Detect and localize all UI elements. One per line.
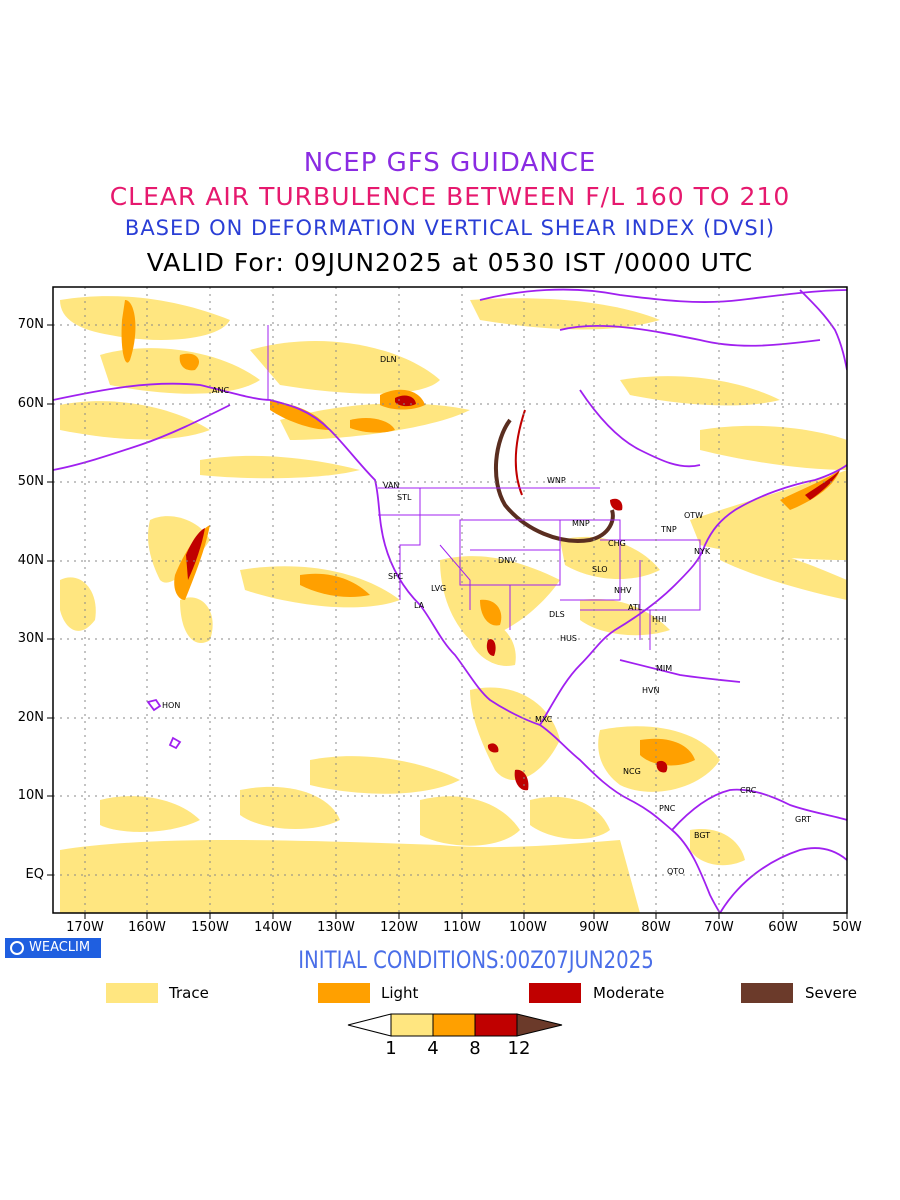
severe-turbulence-band bbox=[493, 418, 615, 543]
station-label-bgt: BGT bbox=[694, 831, 710, 840]
station-label-grt: GRT bbox=[795, 815, 811, 824]
station-label-pnc: PNC bbox=[659, 804, 676, 813]
station-label-hvn: HVN bbox=[642, 686, 659, 695]
legend-swatch-severe bbox=[741, 983, 793, 1003]
colorbar-upper-arrow bbox=[516, 1013, 563, 1037]
lat-label-70n: 70N bbox=[17, 317, 44, 332]
moderate-turbulence-arc bbox=[514, 409, 526, 496]
title-method: BASED ON DEFORMATION VERTICAL SHEAR INDE… bbox=[124, 216, 776, 240]
lon-label-160w: 160W bbox=[128, 920, 166, 935]
lon-label-140w: 140W bbox=[254, 920, 292, 935]
legend-label-moderate: Moderate bbox=[593, 984, 665, 1002]
station-label-mnp: MNP bbox=[572, 519, 590, 528]
lon-label-80w: 80W bbox=[641, 920, 671, 935]
station-label-otw: OTW bbox=[684, 511, 703, 520]
station-label-lvg: LVG bbox=[431, 584, 446, 593]
lat-label-50n: 50N bbox=[17, 474, 44, 489]
lon-label-110w: 110W bbox=[443, 920, 481, 935]
lon-label-90w: 90W bbox=[579, 920, 609, 935]
lat-label-40n: 40N bbox=[17, 553, 44, 568]
station-label-hon: HON bbox=[162, 701, 180, 710]
colorbar bbox=[347, 1013, 563, 1037]
station-label-stl: STL bbox=[397, 493, 412, 502]
initial-conditions: INITIAL CONDITIONS:00Z07JUN2025 bbox=[298, 946, 654, 974]
station-label-atl: ATL bbox=[628, 603, 643, 612]
map-frame bbox=[52, 286, 848, 914]
station-label-mxc: MXC bbox=[535, 715, 553, 724]
axis-ticks bbox=[47, 324, 848, 919]
station-label-dnv: DNV bbox=[498, 556, 516, 565]
legend-label-light: Light bbox=[381, 984, 419, 1002]
lon-label-130w: 130W bbox=[317, 920, 355, 935]
legend-label-trace: Trace bbox=[169, 984, 209, 1002]
colorbar-tick-12: 12 bbox=[507, 1038, 531, 1059]
station-label-crc: CRC bbox=[740, 786, 757, 795]
station-label-la: LA bbox=[414, 601, 425, 610]
station-label-nhv: NHV bbox=[614, 586, 632, 595]
turbulence-trace-areas bbox=[60, 296, 847, 913]
lon-label-50w: 50W bbox=[832, 920, 862, 935]
weaclim-badge: WEACLIM bbox=[5, 938, 101, 958]
colorbar-tick-8: 8 bbox=[469, 1038, 481, 1059]
station-label-dls: DLS bbox=[549, 610, 565, 619]
weaclim-logo-icon bbox=[10, 941, 24, 955]
legend-swatch-moderate bbox=[529, 983, 581, 1003]
lat-label-10n: 10N bbox=[17, 788, 44, 803]
station-label-chg: CHG bbox=[608, 539, 626, 548]
colorbar-lower-arrow bbox=[347, 1013, 392, 1037]
lon-label-170w: 170W bbox=[66, 920, 104, 935]
lat-label-60n: 60N bbox=[17, 396, 44, 411]
colorbar-tick-1: 1 bbox=[385, 1038, 397, 1059]
station-label-qto: QTO bbox=[667, 867, 684, 876]
colorbar-segment-light bbox=[432, 1013, 476, 1037]
station-labels: DLN ANC VAN STL WNP MNP TNP OTW NYK CHG DNV SLO SFC L… bbox=[162, 355, 811, 876]
station-label-hus: HUS bbox=[560, 634, 577, 643]
station-label-van: VAN bbox=[383, 481, 399, 490]
lon-label-60w: 60W bbox=[768, 920, 798, 935]
colorbar-segment-moderate bbox=[474, 1013, 518, 1037]
station-label-nyk: NYK bbox=[694, 547, 711, 556]
colorbar-segment-trace bbox=[390, 1013, 434, 1037]
weaclim-text: WEACLIM bbox=[29, 940, 91, 955]
station-label-ncg: NCG bbox=[623, 767, 641, 776]
station-label-anc: ANC bbox=[212, 386, 229, 395]
station-label-slo: SLO bbox=[592, 565, 608, 574]
political-borders bbox=[267, 325, 701, 650]
legend-swatch-trace bbox=[106, 983, 158, 1003]
lon-label-120w: 120W bbox=[380, 920, 418, 935]
lon-label-150w: 150W bbox=[191, 920, 229, 935]
colorbar-tick-4: 4 bbox=[427, 1038, 439, 1059]
station-label-sfc: SFC bbox=[388, 572, 404, 581]
title-product: NCEP GFS GUIDANCE bbox=[303, 148, 597, 178]
legend-swatch-light bbox=[318, 983, 370, 1003]
lat-label-eq: EQ bbox=[25, 867, 44, 882]
title-valid-time: VALID For: 09JUN2025 at 0530 IST /0000 U… bbox=[146, 248, 754, 277]
station-label-hhi: HHI bbox=[652, 615, 666, 624]
legend-label-severe: Severe bbox=[805, 984, 857, 1002]
turbulence-moderate-areas bbox=[186, 395, 840, 791]
lon-label-100w: 100W bbox=[509, 920, 547, 935]
lon-label-70w: 70W bbox=[704, 920, 734, 935]
station-label-dln: DLN bbox=[380, 355, 397, 364]
station-label-tnp: TNP bbox=[660, 525, 677, 534]
station-label-wnp: WNP bbox=[547, 476, 566, 485]
title-parameter: CLEAR AIR TURBULENCE BETWEEN F/L 160 TO … bbox=[109, 182, 791, 211]
station-label-mim: MIM bbox=[656, 664, 672, 673]
lat-label-30n: 30N bbox=[17, 631, 44, 646]
lat-label-20n: 20N bbox=[17, 710, 44, 725]
coastlines bbox=[53, 288, 847, 913]
